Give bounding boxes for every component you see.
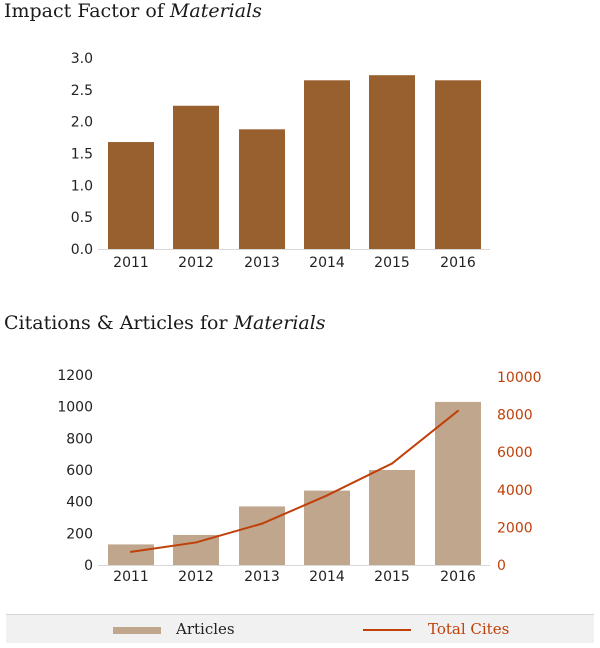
total-cites-legend-label: Total Cites: [428, 620, 510, 638]
x-tick-label: 2016: [440, 255, 476, 271]
right-y-tick-label: 8000: [497, 408, 533, 424]
left-y-tick-label: 600: [66, 463, 93, 479]
right-y-tick-label: 4000: [497, 483, 533, 499]
x-tick-label: 2014: [309, 255, 345, 271]
total-cites-point: [261, 522, 263, 525]
impact-factor-bar: [369, 75, 415, 249]
right-y-tick-label: 2000: [497, 520, 533, 536]
left-y-tick-label: 800: [66, 431, 93, 447]
left-y-tick-label: 1200: [57, 368, 93, 384]
articles-legend-label: Articles: [176, 620, 235, 638]
total-cites-point: [457, 409, 459, 412]
citations-articles-title-journal: Materials: [233, 312, 326, 334]
x-tick-label: 2013: [244, 569, 280, 585]
left-y-tick-label: 1000: [57, 400, 93, 416]
impact-factor-bar: [108, 142, 154, 249]
x-tick-label: 2012: [178, 569, 214, 585]
articles-bar: [173, 534, 219, 565]
total-cites-line: [130, 410, 459, 553]
x-tick-label: 2011: [113, 255, 149, 271]
x-tick-label: 2012: [178, 255, 214, 271]
citations-articles-chart: 0 200 400 600 800 1000 1200 0 2000 4000 6000 8000 10…: [57, 368, 542, 585]
y-tick-label: 0.5: [71, 210, 93, 226]
total-cites-point: [391, 462, 393, 465]
citations-articles-title: Citations & Articles for Materials: [4, 312, 326, 334]
impact-factor-title-text: Impact Factor of: [4, 0, 164, 22]
total-cites-point: [195, 541, 197, 544]
x-tick-label: 2016: [440, 569, 476, 585]
x-tick-label: 2015: [374, 255, 410, 271]
total-cites-point: [326, 494, 328, 497]
chart-legend: Articles Total Cites: [6, 614, 594, 643]
articles-bar: [239, 506, 285, 565]
impact-factor-bar: [435, 80, 481, 250]
articles-legend-swatch: [113, 627, 161, 634]
y-tick-label: 1.5: [71, 147, 93, 163]
impact-factor-bar: [304, 80, 350, 250]
left-y-tick-label: 200: [66, 526, 93, 542]
articles-bar: [108, 544, 154, 565]
articles-bar: [369, 470, 415, 565]
impact-factor-title: Impact Factor of Materials: [4, 0, 262, 22]
left-y-tick-label: 0: [84, 558, 93, 574]
impact-factor-bar: [173, 105, 219, 249]
y-tick-label: 3.0: [71, 51, 93, 67]
impact-factor-chart: 0.0 0.5 1.0 1.5 2.0 2.5 3.0 2011 2012 2013 2014 201…: [71, 51, 490, 271]
y-tick-label: 0.0: [71, 242, 93, 258]
x-tick-label: 2011: [113, 569, 149, 585]
y-tick-label: 2.5: [71, 83, 93, 99]
y-tick-label: 1.0: [71, 178, 93, 194]
right-y-tick-label: 10000: [497, 370, 542, 386]
left-y-tick-label: 400: [66, 495, 93, 511]
x-tick-label: 2014: [309, 569, 345, 585]
citations-articles-title-text: Citations & Articles for: [4, 312, 228, 334]
right-y-tick-label: 0: [497, 558, 506, 574]
articles-bar: [435, 401, 481, 565]
x-tick-label: 2013: [244, 255, 280, 271]
total-cites-point: [130, 550, 132, 553]
y-tick-label: 2.0: [71, 115, 93, 131]
x-tick-label: 2015: [374, 569, 410, 585]
impact-factor-bar: [239, 129, 285, 249]
right-y-tick-label: 6000: [497, 445, 533, 461]
impact-factor-title-journal: Materials: [169, 0, 262, 22]
total-cites-legend-swatch: [363, 629, 411, 631]
